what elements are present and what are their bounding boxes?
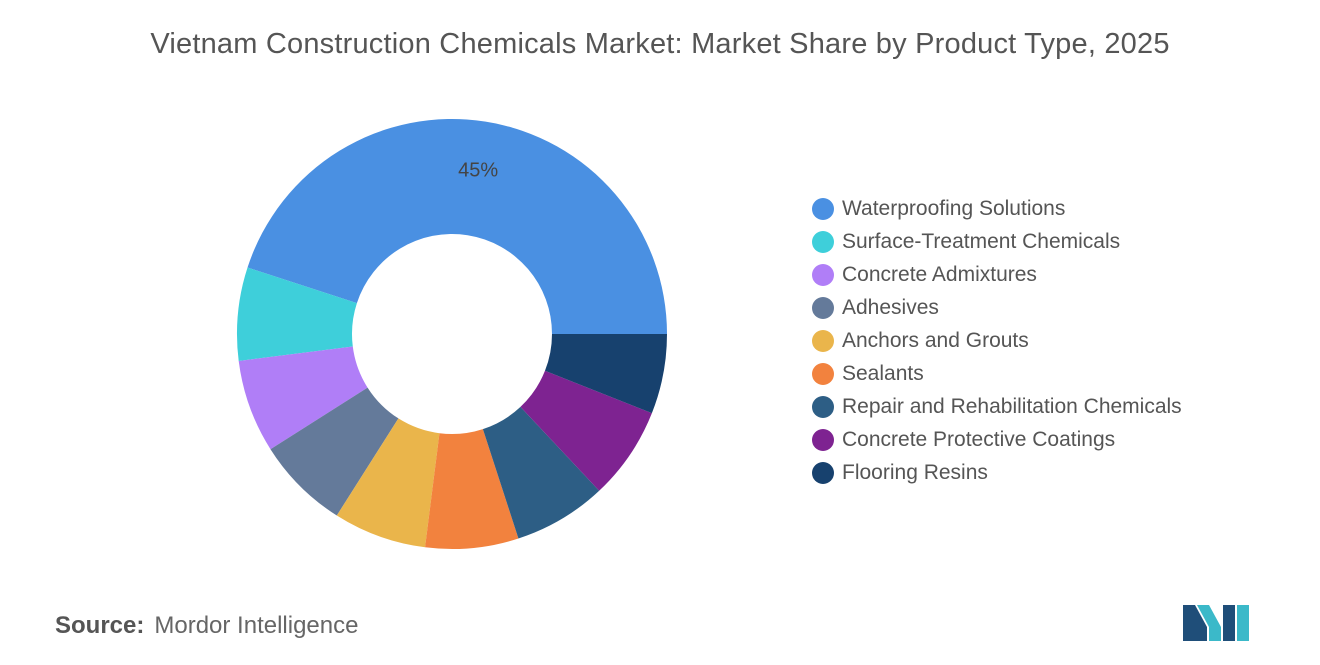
legend-label: Repair and Rehabilitation Chemicals [842, 394, 1182, 418]
legend-item: Waterproofing Solutions [812, 192, 1282, 225]
source-label: Source: [55, 612, 145, 639]
legend-item: Anchors and Grouts [812, 324, 1282, 357]
source-name: Mordor Intelligence [154, 612, 359, 639]
legend-label: Concrete Protective Coatings [842, 427, 1116, 451]
legend-label: Surface-Treatment Chemicals [842, 229, 1121, 253]
donut-slice-repair-and-rehabilitation-chemicals [482, 406, 600, 539]
legend-label: Flooring Resins [842, 460, 988, 484]
legend-swatch [812, 230, 834, 253]
legend-swatch [812, 395, 834, 418]
legend-swatch [812, 197, 834, 220]
donut-slice-flooring-resins [544, 334, 667, 414]
donut-slice-concrete-protective-coatings [520, 370, 652, 491]
source-note: Source: Mordor Intelligence [55, 612, 358, 640]
legend-item: Concrete Protective Coatings [812, 423, 1282, 456]
legend-item: Sealants [812, 357, 1282, 390]
legend-label: Sealants [842, 361, 924, 385]
chart-legend: Waterproofing Solutions Surface-Treatment… [812, 192, 1282, 489]
legend-label: Adhesives [842, 295, 939, 319]
legend-swatch [812, 263, 834, 286]
legend-item: Surface-Treatment Chemicals [812, 225, 1282, 258]
legend-swatch [812, 461, 834, 484]
donut-slice-sealants [425, 429, 519, 549]
donut-slice-adhesives [270, 387, 399, 516]
legend-swatch [812, 329, 834, 352]
chart-title: Vietnam Construction Chemicals Market: M… [150, 28, 1170, 60]
legend-label: Concrete Admixtures [842, 262, 1037, 286]
donut-slice-surface-treatment-chemicals [236, 267, 357, 361]
legend-swatch [812, 362, 834, 385]
legend-item: Adhesives [812, 291, 1282, 324]
mordor-intelligence-logo-icon [1183, 605, 1249, 641]
legend-item: Repair and Rehabilitation Chemicals [812, 390, 1282, 423]
donut-slice-anchors-and-grouts [336, 418, 440, 548]
legend-label: Anchors and Grouts [842, 328, 1029, 352]
legend-item: Concrete Admixtures [812, 258, 1282, 291]
legend-swatch [812, 296, 834, 319]
data-label: 45% [458, 160, 498, 182]
legend-swatch [812, 428, 834, 451]
donut-slice-concrete-admixtures [238, 346, 368, 450]
legend-item: Flooring Resins [812, 456, 1282, 489]
legend-label: Waterproofing Solutions [842, 196, 1066, 220]
donut-slice-waterproofing-solutions [247, 118, 668, 335]
